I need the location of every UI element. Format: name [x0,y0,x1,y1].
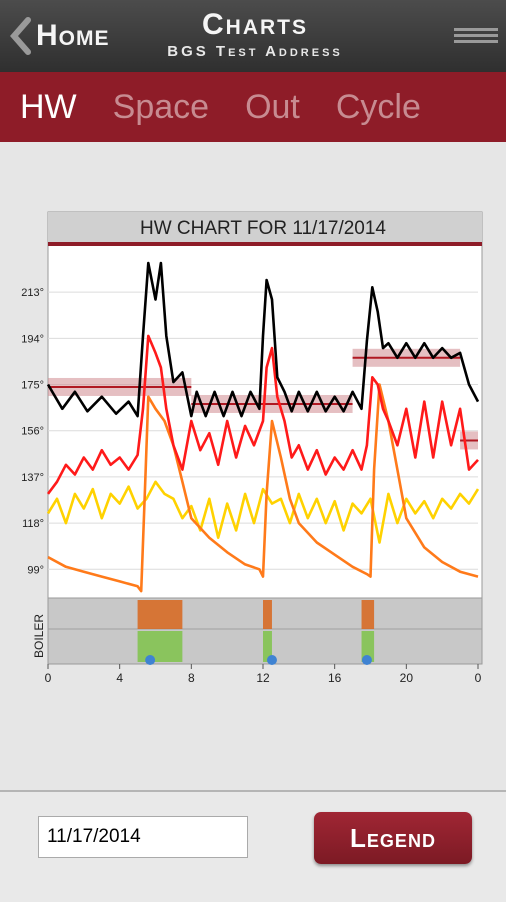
boiler-fire-2 [361,600,375,629]
menu-icon[interactable] [454,28,498,44]
x-tick-label: 0 [475,671,482,685]
page-subtitle: BGS Test Address [167,43,343,60]
chart-frame [47,211,483,665]
tab-space[interactable]: Space [112,87,210,126]
footer-bar: Legend [0,790,506,902]
boiler-marker-0 [145,655,156,665]
y-tick-label: 194° [21,333,44,345]
boiler-pump-0 [137,631,183,662]
x-tick-label: 12 [256,671,270,685]
app-header: Home Charts BGS Test Address [0,0,506,72]
y-tick-label: 118° [22,518,44,530]
boiler-fire-1 [263,600,272,629]
y-tick-label: 175° [21,380,44,392]
x-tick-label: 16 [328,671,342,685]
chevron-left-icon [10,17,31,55]
chart-title-bar [48,212,482,242]
series-line-0 [46,261,480,418]
series-line-1 [46,334,479,495]
boiler-marker-1 [266,655,277,665]
boiler-marker-2 [361,655,372,665]
legend-button[interactable]: Legend [314,812,472,864]
tab-bar: HW Space Out Cycle [0,72,506,142]
boiler-fire-0 [137,600,183,629]
y-tick-label: 99° [27,564,44,576]
x-tick-label: 4 [116,671,123,685]
y-tick-label: 213° [21,287,44,299]
date-input[interactable] [38,816,248,858]
tab-hw[interactable]: HW [20,87,77,126]
x-tick-label: 20 [400,671,414,685]
y-tick-label: 137° [21,472,44,484]
chart-title: HW CHART FOR 11/17/2014 [140,218,386,239]
hw-chart: HW CHART FOR 11/17/2014 213° 194° 175° 156° 1… [21,211,483,685]
page-title: Charts [202,8,308,41]
tab-out[interactable]: Out [245,87,300,126]
y-tick-label: 156° [21,426,44,438]
back-button[interactable]: Home [8,14,110,58]
boiler-pump-2 [361,631,375,662]
series-line-2 [46,480,480,544]
back-label: Home [36,19,110,52]
chart-title-underline [48,242,482,246]
x-tick-label: 8 [188,671,195,685]
tab-cycle[interactable]: Cycle [335,87,421,126]
boiler-label: BOILER [32,614,46,658]
boiler-pump-1 [263,631,272,662]
title-block: Charts BGS Test Address [130,8,380,62]
x-tick-label: 0 [45,671,52,685]
